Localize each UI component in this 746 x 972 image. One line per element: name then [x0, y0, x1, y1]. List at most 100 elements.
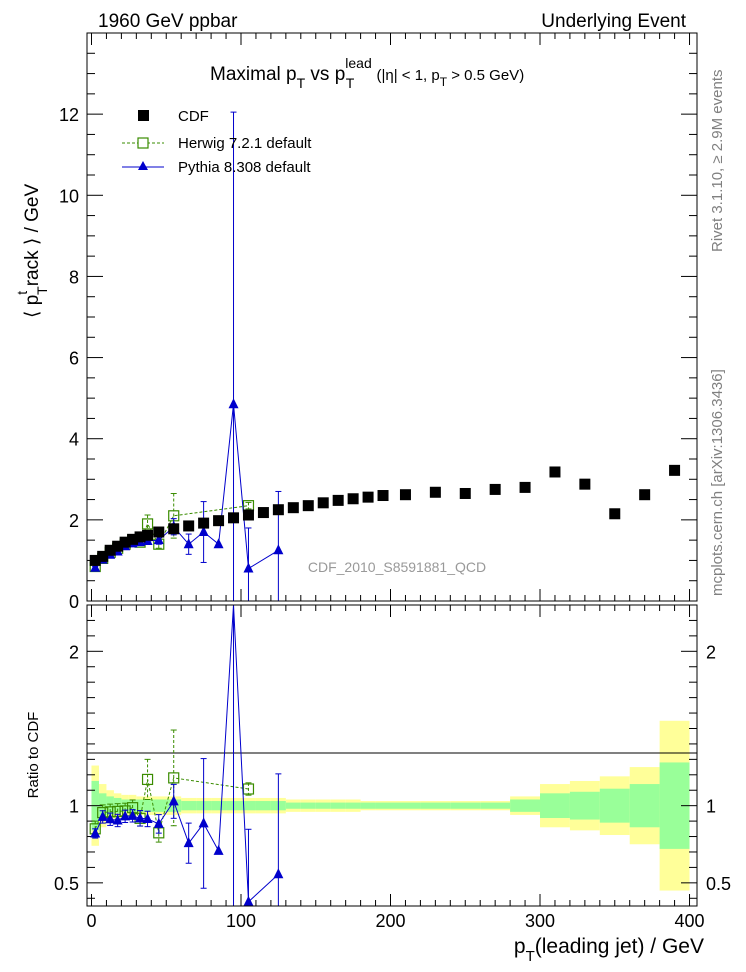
cdf-point — [257, 507, 269, 519]
pythia-ratio-point — [198, 817, 209, 828]
ratio-y-tick-label-left: 0.5 — [54, 874, 79, 894]
ratio-band-inner — [143, 799, 152, 812]
legend-label-pythia: Pythia 8.308 default — [178, 159, 311, 176]
ratio-band-inner — [390, 802, 421, 809]
pythia-ratio-point — [112, 814, 123, 825]
cdf-point — [127, 533, 139, 545]
ratio-band-inner — [300, 802, 316, 809]
ratio-band-inner — [510, 799, 541, 812]
x-tick-label: 200 — [375, 911, 405, 931]
cdf-point — [134, 531, 146, 543]
cdf-point — [183, 520, 195, 532]
ratio-y-label: Ratio to CDF — [25, 712, 42, 799]
cdf-point — [104, 544, 116, 556]
main-plot-panel: 0 2 4 6 8 10 12 CDF_2010_S8591881_QCD — [59, 32, 698, 612]
ratio-y-tick-label-left: 2 — [69, 642, 79, 662]
cdf-point — [459, 487, 471, 499]
ratio-band-inner — [375, 802, 391, 809]
cdf-point — [142, 529, 154, 541]
ratio-uncertainty-bands — [91, 720, 690, 891]
x-tick-label: 300 — [525, 911, 555, 931]
cdf-point — [287, 502, 299, 514]
main-plot-data — [89, 111, 681, 601]
cdf-point — [489, 483, 501, 495]
side-label-rivet: Rivet 3.1.10, ≥ 2.9M events — [709, 70, 726, 253]
ratio-y-tick-label-right: 0.5 — [706, 874, 731, 894]
cdf-point — [242, 509, 254, 521]
y-tick-label: 8 — [69, 267, 79, 287]
ratio-band-inner — [629, 784, 660, 828]
pythia-ratio-point — [127, 809, 138, 820]
x-axis-label: pT(leading jet) / GeV — [514, 935, 704, 965]
legend-item-pythia: Pythia 8.308 default — [122, 159, 311, 176]
cdf-point — [272, 504, 284, 516]
cdf-point — [89, 554, 101, 566]
pythia-ratio-point — [273, 868, 284, 879]
herwig-ratio-point — [168, 772, 180, 784]
cdf-point — [119, 536, 131, 548]
y-tick-label: 12 — [59, 105, 79, 125]
plot-title: Maximal pT vs plead T (|η| < 1, pT > 0.5 … — [210, 55, 524, 91]
herwig-ratio-point — [242, 783, 255, 795]
pythia-ratio-point — [213, 844, 224, 855]
y-tick-label: 6 — [69, 349, 79, 369]
cdf-point — [153, 526, 165, 538]
ratio-band-inner — [315, 802, 331, 809]
y-tick-label: 10 — [59, 186, 79, 206]
ratio-band-inner — [480, 802, 511, 809]
herwig-point — [141, 518, 154, 530]
ratio-band-inner — [420, 802, 451, 809]
ratio-band-inner — [255, 801, 271, 811]
cdf-point — [549, 466, 561, 478]
legend-marker-pythia — [138, 161, 148, 170]
pythia-point — [153, 534, 164, 545]
ratio-y-tick-label-right: 1 — [706, 797, 716, 817]
cdf-point — [429, 486, 441, 498]
cdf-point — [168, 523, 180, 535]
legend-label-herwig: Herwig 7.2.1 default — [178, 135, 312, 152]
ratio-band-inner — [151, 799, 167, 812]
header-right: Underlying Event — [541, 11, 686, 32]
pythia-ratio-point — [183, 837, 194, 848]
ratio-band-inner — [450, 802, 481, 809]
cdf-point — [317, 497, 329, 509]
pythia-ratio-point — [135, 812, 146, 823]
y-tick-label: 4 — [69, 430, 79, 450]
pythia-ratio-point — [105, 813, 116, 824]
cdf-point — [362, 491, 374, 503]
legend: CDF Herwig 7.2.1 default Pythia 8.308 de… — [122, 108, 312, 176]
ratio-band-inner — [330, 802, 346, 809]
pythia-ratio-point — [168, 795, 179, 806]
herwig-line — [94, 505, 249, 567]
cdf-point — [213, 515, 225, 527]
cdf-point — [198, 517, 210, 529]
ratio-y-tick-label-left: 1 — [69, 797, 79, 817]
legend-marker-herwig — [137, 137, 149, 149]
y-axis-label: ⟨ pt Track ⟩ / GeV — [14, 184, 50, 318]
pythia-ratio-point — [153, 817, 164, 828]
cdf-point — [579, 478, 591, 490]
pythia-point — [183, 538, 194, 549]
cdf-point — [97, 550, 109, 562]
pythia-ratio-point — [142, 812, 153, 823]
ratio-band-inner — [360, 802, 376, 809]
pythia-point — [228, 398, 239, 409]
pythia-ratio-point — [120, 810, 131, 821]
ratio-band-inner — [599, 788, 630, 823]
analysis-watermark: CDF_2010_S8591881_QCD — [308, 559, 486, 575]
ratio-band-inner — [181, 801, 197, 811]
ratio-band-inner — [240, 801, 256, 811]
y-tick-label: 0 — [69, 592, 79, 612]
pythia-point — [213, 538, 224, 549]
pythia-ratio-line — [94, 604, 279, 903]
cdf-point — [639, 489, 651, 501]
main-plot-axis: 0 2 4 6 8 10 12 — [59, 32, 697, 612]
pythia-point — [273, 544, 284, 555]
pythia-point — [198, 526, 209, 537]
legend-item-cdf: CDF — [138, 108, 209, 125]
x-tick-label: 100 — [226, 911, 256, 931]
ratio-band-inner — [211, 801, 227, 811]
cdf-point — [609, 508, 621, 520]
side-label-mcplots: mcplots.cern.ch [arXiv:1306.3436] — [709, 369, 726, 596]
